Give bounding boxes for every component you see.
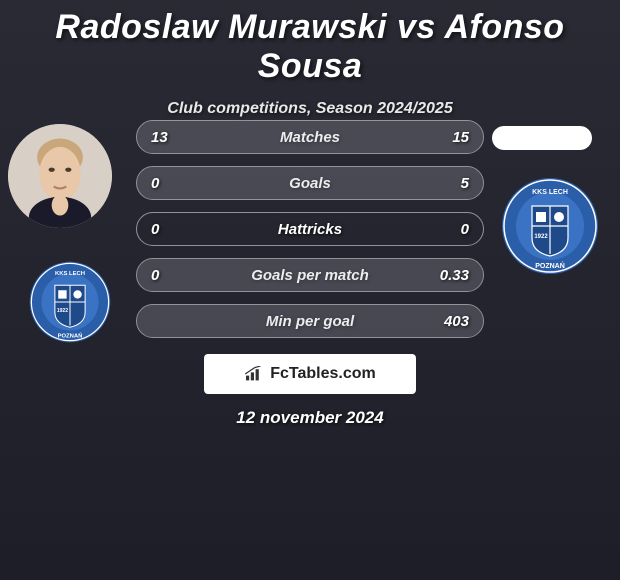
bar-chart-icon — [244, 366, 264, 382]
stat-fill-right — [137, 167, 483, 199]
stat-value-right: 0.33 — [440, 267, 469, 284]
player-right-avatar-placeholder — [492, 126, 592, 150]
stat-value-left: 13 — [151, 129, 168, 146]
stat-value-right: 0 — [461, 221, 469, 238]
stat-value-left: 0 — [151, 221, 159, 238]
stat-label: Hattricks — [137, 221, 483, 238]
stat-value-right: 5 — [461, 175, 469, 192]
stat-fill-right — [137, 259, 483, 291]
lech-badge-icon: KKS LECH POZNAŃ 1922 — [500, 176, 600, 276]
lech-badge-icon: KKS LECH POZNAŃ 1922 — [28, 260, 112, 344]
svg-text:1922: 1922 — [57, 308, 68, 314]
stat-row-goals: 0 Goals 5 — [136, 166, 484, 200]
stat-row-matches: 13 Matches 15 — [136, 120, 484, 154]
svg-text:1922: 1922 — [534, 234, 548, 240]
stat-value-right: 403 — [444, 313, 469, 330]
stat-row-min-per-goal: Min per goal 403 — [136, 304, 484, 338]
stat-fill-right — [137, 305, 483, 337]
svg-text:POZNAŃ: POZNAŃ — [535, 261, 565, 270]
subtitle: Club competitions, Season 2024/2025 — [0, 100, 620, 118]
date-text: 12 november 2024 — [0, 408, 620, 428]
stat-row-hattricks: 0 Hattricks 0 — [136, 212, 484, 246]
stat-row-goals-per-match: 0 Goals per match 0.33 — [136, 258, 484, 292]
stat-value-right: 15 — [452, 129, 469, 146]
player-face-icon — [8, 124, 112, 228]
branding-badge: FcTables.com — [204, 354, 416, 394]
stat-value-left: 0 — [151, 175, 159, 192]
svg-text:KKS LECH: KKS LECH — [55, 271, 85, 277]
club-right-badge: KKS LECH POZNAŃ 1922 — [500, 176, 600, 276]
svg-text:POZNAŃ: POZNAŃ — [58, 331, 83, 339]
club-left-badge: KKS LECH POZNAŃ 1922 — [28, 260, 112, 344]
svg-text:KKS LECH: KKS LECH — [532, 189, 568, 196]
player-left-avatar — [8, 124, 112, 228]
page-title: Radoslaw Murawski vs Afonso Sousa — [0, 0, 620, 86]
branding-text: FcTables.com — [270, 365, 376, 383]
stats-container: 13 Matches 15 0 Goals 5 0 Hattricks 0 0 … — [136, 120, 484, 350]
stat-value-left: 0 — [151, 267, 159, 284]
